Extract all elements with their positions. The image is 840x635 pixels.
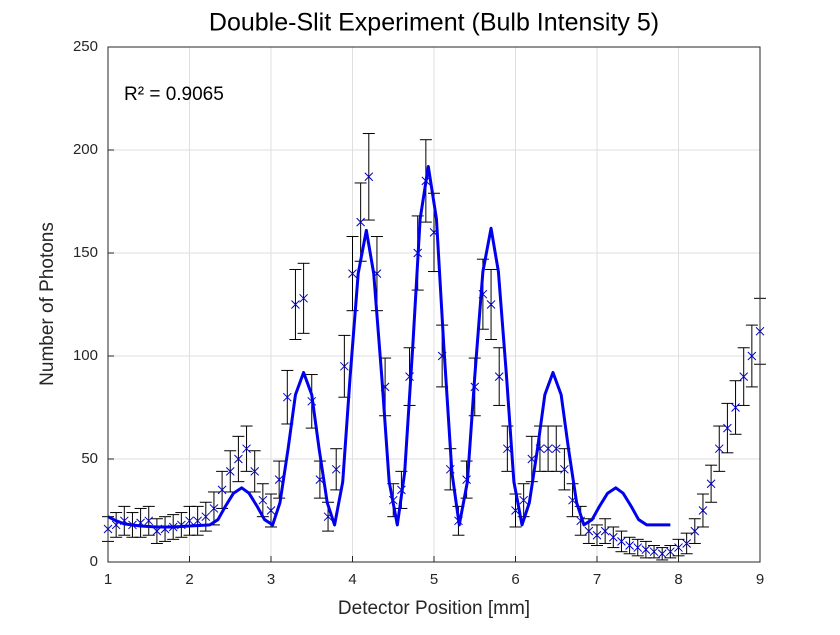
data-point <box>258 495 268 505</box>
annotation: R² = 0.9065 <box>124 84 224 105</box>
data-point <box>731 403 740 412</box>
data-point <box>665 547 675 557</box>
data-point <box>225 467 235 476</box>
data-point <box>698 506 708 515</box>
x-tick-label: 4 <box>348 571 356 588</box>
x-tick-label: 9 <box>756 571 764 588</box>
data-point <box>486 300 496 309</box>
data-point <box>339 361 349 371</box>
data-point <box>331 464 341 474</box>
data-point <box>739 372 749 381</box>
data-point <box>356 217 366 227</box>
x-tick-label: 1 <box>104 571 112 588</box>
data-point <box>201 512 211 522</box>
y-axis-label: Number of Photons <box>37 222 58 386</box>
data-point <box>608 532 618 542</box>
data-point <box>364 172 374 182</box>
data-point <box>617 537 626 546</box>
data-point <box>657 549 667 559</box>
data-point <box>723 423 732 433</box>
marks <box>102 133 766 561</box>
x-tick-label: 8 <box>674 571 682 588</box>
data-point <box>592 530 602 540</box>
data-point <box>209 504 219 513</box>
data-point <box>714 444 724 454</box>
data-point <box>250 467 260 476</box>
data-point <box>234 454 243 464</box>
data-point <box>494 372 504 381</box>
data-point <box>706 479 716 489</box>
data-point <box>747 351 757 361</box>
data-point <box>674 543 683 552</box>
data-point <box>682 539 692 548</box>
x-tick-label: 5 <box>430 571 438 588</box>
y-tick-label: 100 <box>73 347 98 364</box>
data-point <box>633 543 643 552</box>
y-tick-label: 150 <box>73 244 98 261</box>
x-tick-label: 3 <box>267 571 275 588</box>
data-point <box>144 516 154 526</box>
data-point <box>282 392 292 402</box>
data-point <box>291 300 300 309</box>
data-point <box>242 444 251 454</box>
data-point <box>600 526 610 536</box>
y-tick-label: 50 <box>81 450 98 467</box>
data-point <box>641 545 651 554</box>
fit-line <box>107 164 671 529</box>
y-tick-label: 250 <box>73 38 98 55</box>
y-tick-label: 0 <box>90 553 98 570</box>
data-point <box>625 541 634 550</box>
data-point <box>543 444 553 454</box>
data-point <box>193 516 203 526</box>
x-tick-label: 7 <box>593 571 601 588</box>
data-point <box>217 485 227 495</box>
x-tick-label: 6 <box>511 571 519 588</box>
data-point <box>299 293 308 303</box>
data-point <box>584 526 594 536</box>
data-point <box>690 526 700 536</box>
x-axis-label: Detector Position [mm] <box>338 598 530 619</box>
data-point <box>519 495 529 505</box>
data-point <box>266 506 276 515</box>
x-tick-label: 2 <box>185 571 193 588</box>
data-point <box>649 547 659 557</box>
data-point <box>185 516 194 526</box>
data-point <box>560 464 569 474</box>
data-point <box>551 444 561 454</box>
data-point <box>348 269 357 278</box>
chart-title: Double-Slit Experiment (Bulb Intensity 5… <box>209 9 659 37</box>
y-tick-label: 200 <box>73 141 98 158</box>
